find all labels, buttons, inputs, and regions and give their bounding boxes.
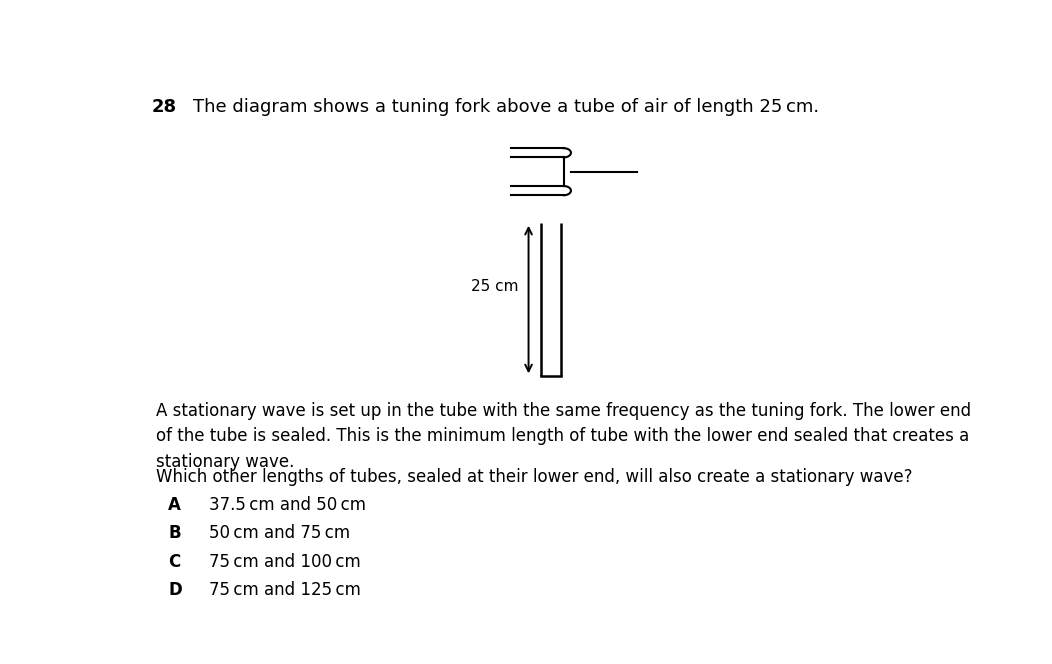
- Text: Which other lengths of tubes, sealed at their lower end, will also create a stat: Which other lengths of tubes, sealed at …: [156, 468, 912, 486]
- Text: C: C: [168, 552, 181, 570]
- Text: B: B: [168, 525, 181, 542]
- Text: 50 cm and 75 cm: 50 cm and 75 cm: [209, 525, 350, 542]
- Text: 37.5 cm and 50 cm: 37.5 cm and 50 cm: [209, 497, 366, 515]
- Text: 75 cm and 100 cm: 75 cm and 100 cm: [209, 552, 361, 570]
- Text: A stationary wave is set up in the tube with the same frequency as the tuning fo: A stationary wave is set up in the tube …: [156, 402, 971, 471]
- Text: 25 cm: 25 cm: [471, 280, 519, 294]
- Text: A: A: [168, 497, 181, 515]
- Text: D: D: [168, 581, 182, 599]
- Text: The diagram shows a tuning fork above a tube of air of length 25 cm.: The diagram shows a tuning fork above a …: [193, 98, 818, 116]
- Text: 75 cm and 125 cm: 75 cm and 125 cm: [209, 581, 361, 599]
- Text: 28: 28: [151, 98, 177, 116]
